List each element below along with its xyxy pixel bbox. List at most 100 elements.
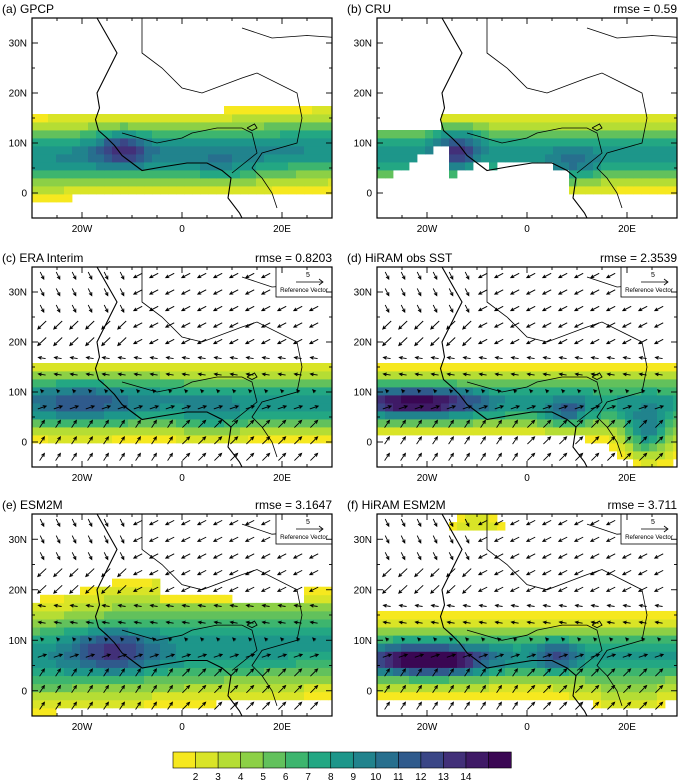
precip-cell [489,363,498,372]
precip-cell [88,178,97,187]
precip-cell [112,619,121,628]
precip-cell [545,675,554,685]
precip-cell [585,619,594,628]
precip-cell [609,387,618,396]
precip-cell [601,411,610,420]
precip-cell [561,610,570,620]
wind-arrow [542,372,551,377]
precip-cell [88,122,97,131]
precip-cell [72,691,81,701]
precip-cell [264,186,273,195]
precip-cell [529,411,538,420]
precip-cell [577,146,586,155]
precip-cell [40,379,49,388]
precip-cell [649,411,658,420]
precip-cell [256,619,265,628]
precip-cell [569,610,578,620]
precip-cell [649,443,658,452]
precip-cell [48,627,57,636]
wind-arrow [229,405,240,410]
wind-arrow [244,305,255,312]
colorbar-segment [262,751,287,769]
wind-arrow [400,518,406,528]
wind-arrow [244,586,255,592]
precip-cell [56,122,65,131]
precip-cell [625,186,634,195]
wind-arrow [448,419,454,428]
precip-cell [232,427,241,436]
precip-cell [160,379,169,388]
wind-arrow [103,668,109,677]
precip-cell [232,138,241,147]
precip-cell [96,635,105,644]
wind-arrow [198,452,207,461]
precip-cell [513,395,522,404]
precip-cell [505,122,514,131]
precip-cell [128,371,137,380]
precip-cell [377,387,386,396]
wind-arrow [510,603,519,608]
precip-cell [649,627,658,636]
precip-cell [465,122,474,131]
wind-arrow [606,603,615,608]
precip-cell [609,162,618,171]
wind-arrow [432,419,438,428]
precip-cell [673,635,677,644]
wind-arrow [462,568,472,578]
precip-cell [633,667,642,676]
precip-cell [665,387,674,396]
precip-cell [304,363,313,372]
coastline-mediterranean [241,27,332,39]
wind-arrow [197,603,206,608]
precip-cell [449,146,458,155]
precip-cell [88,594,97,604]
precip-cell [449,610,458,620]
precip-cell [673,138,677,147]
precip-cell [240,659,249,668]
wind-arrow [589,536,600,542]
wind-arrow [513,389,518,394]
colorbar-label: 5 [260,772,266,781]
precip-cell [256,651,265,660]
precip-cell [192,379,201,388]
precip-cell [288,627,297,636]
wind-arrow [449,389,454,394]
precip-cell [401,691,410,701]
precip-cell [304,154,313,163]
precip-cell [489,154,498,163]
precip-cell [617,154,626,163]
precip-cell [433,130,442,139]
precip-cell [184,130,193,139]
wind-arrow [382,653,393,658]
y-tick-label: 0 [21,189,27,200]
precip-cell [64,162,73,171]
wind-arrow [384,684,390,694]
precip-cell [112,627,121,636]
precip-cell [665,138,674,147]
precip-cell [553,387,562,396]
precip-cell [224,411,233,420]
wind-arrow [165,372,174,377]
precip-cell [48,395,57,404]
wind-arrow [448,518,454,528]
precip-cell [176,651,185,660]
precip-cell [64,146,73,155]
wind-arrow [85,653,96,658]
wind-arrow [101,372,110,377]
precip-cell [320,635,329,644]
wind-arrow [448,271,454,280]
precip-cell [561,138,570,147]
wind-arrow [151,668,157,677]
wind-arrow [119,419,125,428]
precip-cell [264,610,273,620]
wind-arrow [591,452,600,461]
precip-cell [593,387,602,396]
precip-cell [393,627,402,636]
country-border [121,127,258,174]
precip-cell [248,610,257,620]
precip-cell [649,138,658,147]
wind-arrow [400,684,406,694]
precip-cell [192,659,201,668]
precip-cell [272,675,281,685]
